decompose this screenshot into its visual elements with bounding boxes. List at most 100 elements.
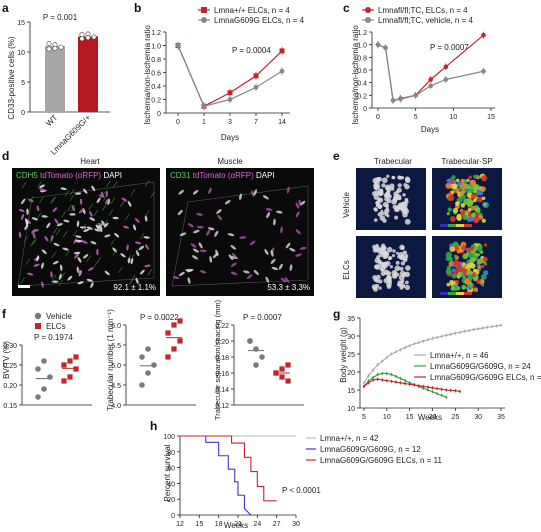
heart-vessel bbox=[130, 254, 135, 261]
muscle-cell bbox=[192, 248, 200, 253]
muscle-microscopy: CD31 tdTomato (αRFP) DAPI 53.3 ± 3.3% bbox=[166, 168, 314, 296]
pg-point bbox=[445, 334, 448, 337]
ct-trabecula bbox=[380, 247, 385, 252]
ct-spacing-voxel bbox=[447, 207, 453, 212]
pg-xtick-label: 5 bbox=[362, 414, 366, 421]
pg-point bbox=[449, 333, 452, 336]
muscle-cell bbox=[217, 214, 223, 221]
heart-cell bbox=[31, 217, 38, 221]
pg-point bbox=[440, 388, 443, 391]
muscle-cell bbox=[230, 271, 238, 276]
muscle-cell bbox=[206, 229, 211, 236]
heart-cell bbox=[31, 228, 37, 234]
ct-trabecula bbox=[394, 265, 401, 272]
heart-cell bbox=[78, 208, 84, 214]
ct-trabecula bbox=[383, 269, 390, 275]
pg-point bbox=[426, 386, 430, 389]
ct-trabecula bbox=[404, 203, 408, 207]
pg-legend: Lmna+/+, n = 46 LmnaG609G/G609G, n = 24 … bbox=[414, 351, 541, 382]
muscle-cell bbox=[178, 271, 185, 277]
ct-trabecula bbox=[374, 264, 379, 270]
pd-heart-title: Heart bbox=[80, 157, 100, 166]
pf2-point bbox=[177, 338, 183, 344]
heart-vessel bbox=[51, 274, 56, 282]
pg-point bbox=[394, 380, 398, 384]
heart-cell bbox=[145, 244, 149, 250]
pb-ytick-label: 1.0 bbox=[151, 44, 161, 51]
heart-vessel bbox=[58, 279, 64, 287]
muscle-cell bbox=[208, 187, 212, 194]
ct-spacing-voxel bbox=[450, 286, 456, 291]
pc-xtick-label: 10 bbox=[449, 114, 457, 121]
ct-spacing-voxel bbox=[476, 258, 483, 265]
pb-point bbox=[227, 97, 233, 102]
heart-vessel bbox=[101, 204, 107, 211]
ct-spacing-voxel bbox=[467, 281, 473, 288]
heart-cell bbox=[75, 239, 82, 243]
pa-ytick-label: 0 bbox=[21, 110, 25, 117]
pf2-ytick-label: 5.0 bbox=[111, 363, 121, 370]
muscle-value: 53.3 ± 3.3% bbox=[267, 283, 310, 292]
panel-label-c: c bbox=[343, 1, 350, 15]
ph-xlabel: Weeks bbox=[224, 521, 248, 530]
heart-cell bbox=[54, 218, 59, 225]
heart-vessel bbox=[51, 196, 57, 203]
muscle-cell bbox=[270, 250, 274, 257]
ct-colorbar bbox=[456, 292, 464, 295]
heart-cell bbox=[103, 222, 109, 228]
heart-cell bbox=[77, 257, 82, 263]
ct-elcs-trabecular bbox=[356, 236, 426, 298]
heart-vessel bbox=[88, 203, 93, 211]
ct-trabecula bbox=[404, 184, 410, 190]
heart-stain-3: DAPI bbox=[103, 171, 123, 180]
heart-vessel bbox=[37, 181, 42, 188]
ct-trabecula bbox=[400, 176, 405, 180]
heart-cell bbox=[104, 270, 110, 276]
heart-vessel bbox=[49, 197, 55, 204]
ph-xtick-label: 27 bbox=[273, 521, 281, 528]
pf1-ytick-label: 0.20 bbox=[3, 383, 17, 390]
ct-trabecula bbox=[404, 280, 409, 285]
pg-point bbox=[481, 326, 484, 330]
muscle-cell bbox=[289, 247, 296, 252]
pg-point bbox=[381, 378, 384, 382]
pf2-point bbox=[139, 382, 145, 388]
pg-point bbox=[454, 389, 457, 392]
pf1-ytick-label: 0.25 bbox=[3, 363, 17, 370]
heart-cell bbox=[112, 216, 119, 220]
ct-spacing-voxel bbox=[459, 183, 467, 190]
ct-spacing-voxel bbox=[474, 207, 481, 214]
heart-cell bbox=[53, 242, 60, 247]
heart-vessel bbox=[36, 212, 42, 219]
pa-ylabel: CD33-positive cells (%) bbox=[7, 36, 16, 119]
pb-plot: 0 0.2 0.4 0.6 0.8 1.0 1.2 0 1 3 7 14 bbox=[151, 30, 290, 126]
heart-cell bbox=[41, 281, 44, 288]
pc-point bbox=[443, 77, 449, 82]
heart-vessel bbox=[106, 180, 111, 187]
heart-cell bbox=[69, 213, 76, 216]
pb-xtick-label: 1 bbox=[202, 119, 206, 126]
pc-ytick-label: 1.2 bbox=[357, 30, 367, 37]
ct-spacing-voxel bbox=[451, 273, 457, 279]
heart-cell bbox=[126, 244, 129, 251]
heart-cell bbox=[91, 185, 96, 192]
pa-point bbox=[46, 46, 52, 52]
muscle-cell bbox=[299, 246, 307, 250]
ct-trabecula bbox=[400, 261, 406, 266]
ph-xtick-label: 24 bbox=[253, 521, 261, 528]
pg-point bbox=[426, 338, 430, 341]
heart-cell bbox=[99, 225, 103, 233]
ct-spacing-voxel bbox=[461, 267, 465, 271]
pb-legend: Lmna+/+ ELCs, n = 4 LmnaG609G ELCs, n = … bbox=[198, 6, 305, 25]
heart-vessel bbox=[110, 197, 115, 204]
heart-cell bbox=[120, 253, 126, 258]
pb-ytick-label: 1.2 bbox=[151, 30, 161, 37]
heart-vessel bbox=[39, 196, 44, 203]
pf3-point bbox=[259, 354, 265, 360]
pb-ytick-label: 0 bbox=[157, 111, 161, 118]
pg-point bbox=[372, 376, 375, 379]
heart-cell bbox=[122, 225, 130, 229]
panel-label-a: a bbox=[2, 1, 9, 15]
